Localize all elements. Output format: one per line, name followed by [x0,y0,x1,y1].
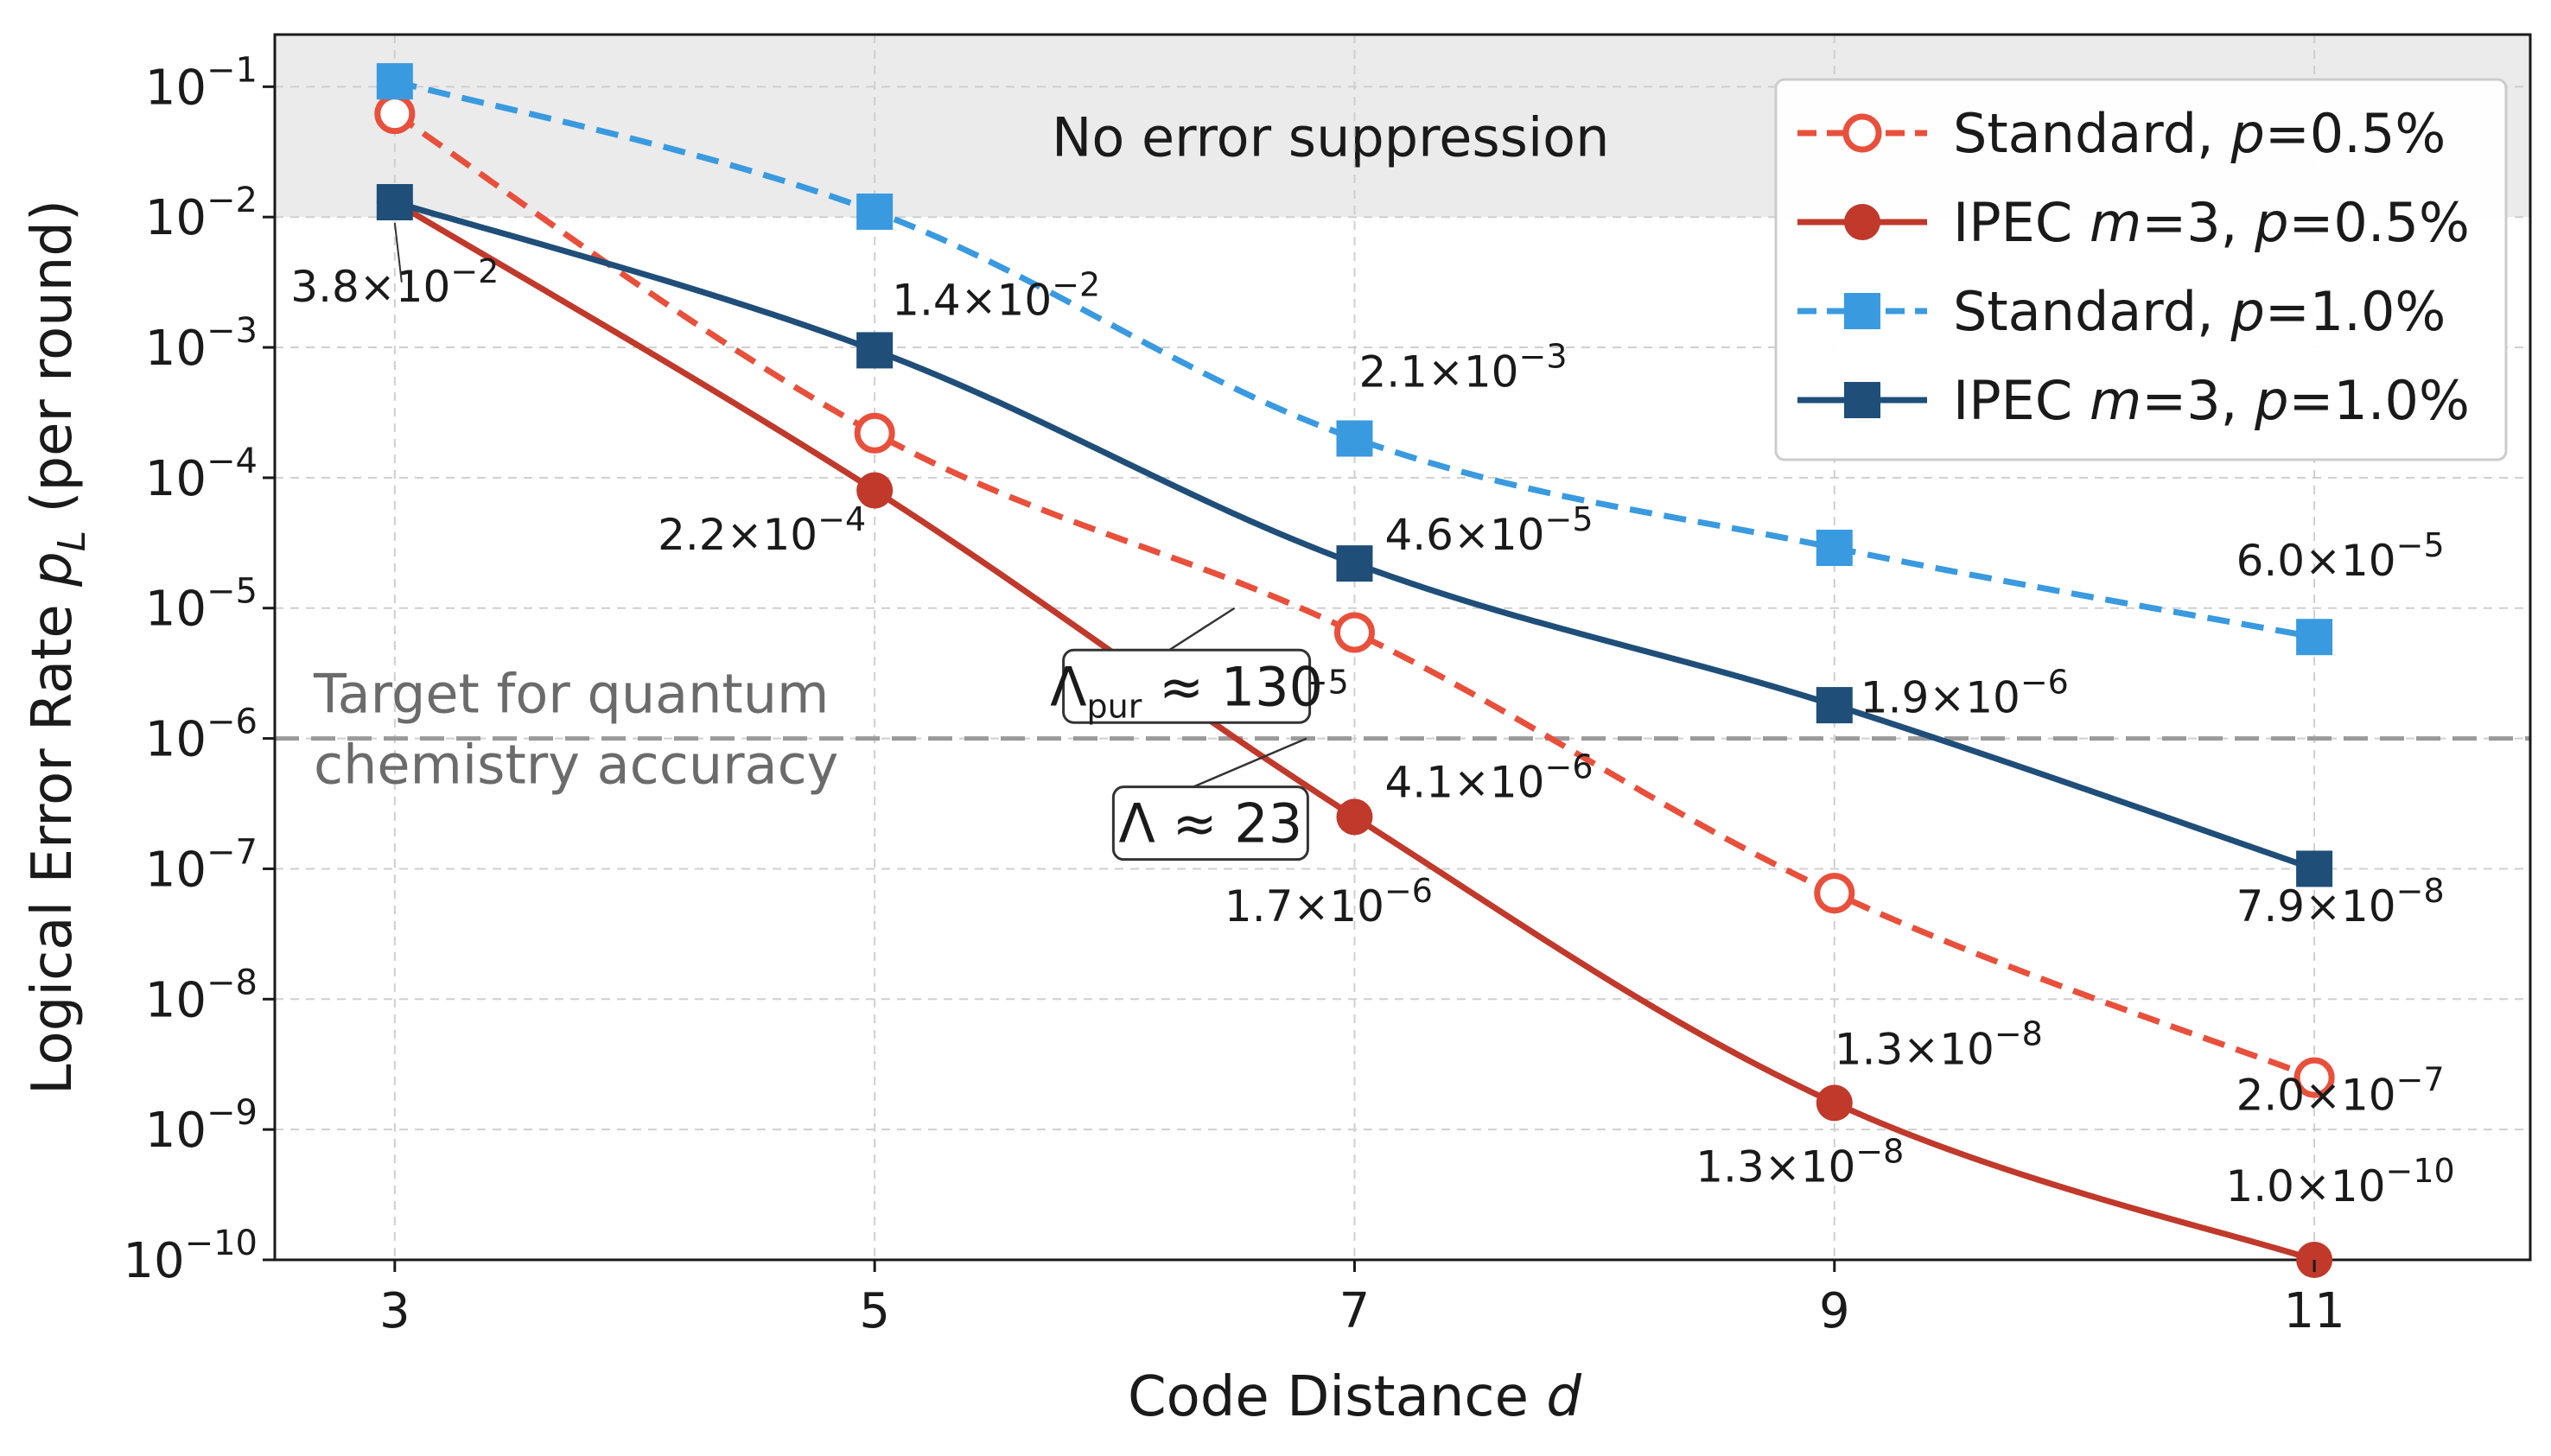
x-tick-label: 9 [1819,1283,1850,1339]
lambda-leader [1168,607,1236,652]
data-point [2293,1057,2335,1098]
data-point [1816,1084,1853,1122]
lambda-box [1111,785,1309,862]
data-point [374,93,416,135]
data-annotation: 2.0×10−7 [2236,1061,2445,1121]
legend-entry: IPEC m=3, p=1.0% [1797,369,2470,432]
data-annotation: 1.3×10−8 [1695,1132,1904,1192]
data-point [856,193,894,230]
data-point [1336,545,1373,582]
y-tick-label: 10−9 [145,1093,258,1159]
lambda-label: Λpur ≈ 130 [1050,655,1323,725]
y-tick-label: 10−3 [145,311,258,377]
data-annotation: 3.8×10−2 [290,252,499,312]
legend-entry: IPEC m=3, p=0.5% [1797,191,2470,254]
data-point [1816,529,1853,566]
data-annotation: 1.0×10−10 [2225,1152,2454,1211]
series-0 [374,93,2335,1098]
legend-marker [1842,113,1882,153]
x-tick-label: 3 [379,1283,410,1339]
series-3 [376,184,2333,887]
data-annotation: 4.6×10−5 [1384,500,1593,560]
y-tick-label: 10−4 [145,442,258,507]
y-axis-label: Logical Error Rate pL (per round) [21,200,94,1095]
data-point [1814,873,1855,914]
data-annotation: 1.3×10−8 [1835,1015,2043,1075]
data-point [376,184,413,221]
lambda-box [1062,648,1312,724]
plot-frame [273,33,2532,1262]
data-point [1816,687,1853,724]
data-point [856,472,894,509]
legend-marker [1844,293,1880,329]
data-point [376,63,413,100]
region-label: No error suppression [1052,106,1609,169]
data-annotation: 2.1×10−3 [1358,337,1567,397]
x-tick-label: 5 [859,1283,890,1339]
data-annotation: 7.9×10−8 [2236,872,2445,931]
data-point [1333,612,1375,653]
data-annotation: 6.0×10−5 [2236,526,2445,586]
x-tick-label: 11 [2283,1283,2344,1339]
y-tick-label: 10−6 [145,703,258,768]
legend-box [1774,78,2508,461]
data-point [2296,850,2333,887]
data-point [1336,798,1373,836]
y-tick-label: 10−8 [145,963,258,1028]
series-line [392,111,2316,1081]
x-axis-label: Code Distance d [1128,1365,1581,1429]
data-annotation: 2.2×10−4 [658,500,866,560]
data-annotation: 4.1×10−6 [1384,747,1593,807]
data-annotation: 1.9×10−6 [1861,663,2069,722]
lambda-label: Λ ≈ 23 [1119,792,1303,855]
data-point [856,332,894,369]
y-tick-label: 10−1 [145,50,258,116]
legend-marker [1844,204,1880,240]
lambda-leader [1193,737,1307,788]
y-tick-label: 10−10 [123,1224,258,1289]
legend-marker [1844,382,1880,418]
y-tick-label: 10−7 [145,832,258,898]
target-label-line: Target for quantum [313,663,829,726]
target-label-line: chemistry accuracy [314,734,838,797]
legend-label: IPEC m=3, p=0.5% [1953,191,2470,254]
y-tick-label: 10−5 [145,572,258,638]
data-annotation: 1.4×10−2 [892,265,1100,325]
annotation-leader [393,222,403,283]
x-tick-label: 7 [1339,1283,1371,1339]
data-point [2296,619,2333,656]
legend-label: Standard, p=0.5% [1953,102,2446,165]
legend-label: IPEC m=3, p=1.0% [1953,369,2470,432]
data-annotation: 1.7×10−6 [1225,872,1433,931]
data-point [854,412,895,454]
series-2 [376,63,2333,656]
y-tick-label: 10−2 [145,181,258,246]
legend-label: Standard, p=1.0% [1953,280,2446,343]
legend-entry: Standard, p=0.5% [1797,102,2446,165]
data-point [1336,420,1373,457]
legend-entry: Standard, p=1.0% [1797,280,2446,343]
